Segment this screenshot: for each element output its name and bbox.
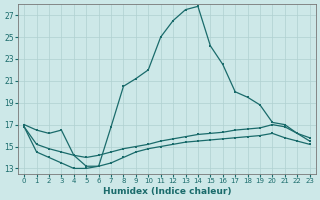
X-axis label: Humidex (Indice chaleur): Humidex (Indice chaleur) <box>103 187 231 196</box>
